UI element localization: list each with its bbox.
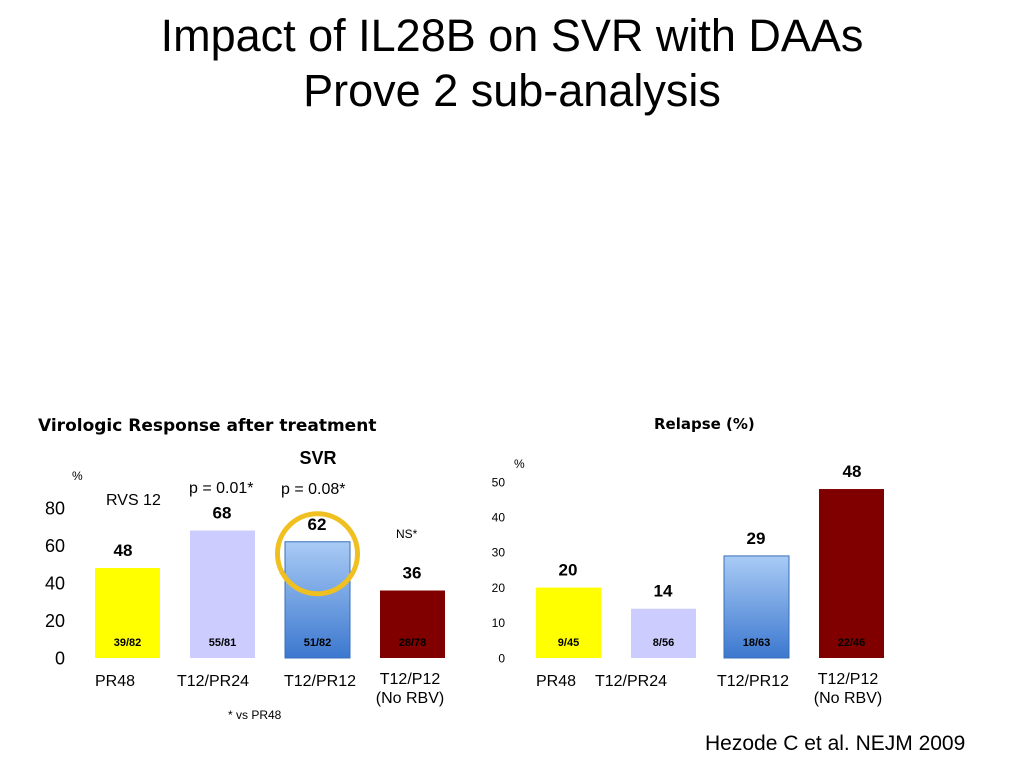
relapse-chart: 0 10 20 30 40 50 20 9/45 PR48 14 8/56 T12/PR24 29 18/… xyxy=(492,462,884,707)
relapse-y-tick-label: 30 xyxy=(492,546,506,560)
svr-category-label: T12/PR24 xyxy=(177,673,249,690)
svr-value-label: 36 xyxy=(403,564,422,583)
svr-value-label: 62 xyxy=(308,515,327,534)
svr-chart: 0 20 40 60 80 48 39/82 PR48 68 55/81 T12/PR24 62 51/… xyxy=(45,498,445,707)
svr-bar xyxy=(284,541,351,659)
relapse-fraction-label: 9/45 xyxy=(558,637,579,649)
relapse-bar xyxy=(536,587,601,658)
relapse-category-label: T12/P12 (No RBV) xyxy=(814,671,882,707)
relapse-value-label: 29 xyxy=(747,529,766,548)
svr-category-label: PR48 xyxy=(95,673,135,690)
svr-y-tick-label: 0 xyxy=(55,648,65,668)
svr-footnote: * vs PR48 xyxy=(228,708,282,722)
svr-fraction-label: 39/82 xyxy=(114,637,142,649)
relapse-y-tick-label: 40 xyxy=(492,511,506,525)
relapse-fraction-label: 8/56 xyxy=(653,637,674,649)
relapse-y-tick-label: 20 xyxy=(492,581,506,595)
svr-bar xyxy=(190,530,255,658)
relapse-bar xyxy=(723,555,790,659)
relapse-fraction-label: 18/63 xyxy=(743,637,771,649)
svr-y-unit: % xyxy=(72,469,83,483)
svr-pvalue-annotation-2: p = 0.08* xyxy=(281,481,346,498)
svr-category-label: T12/P12 (No RBV) xyxy=(376,671,444,707)
svr-y-tick-label: 20 xyxy=(45,611,65,631)
svr-y-tick-label: 40 xyxy=(45,573,65,593)
svr-value-label: 48 xyxy=(114,541,133,560)
svr-highlight-circle xyxy=(275,511,360,597)
svr-inner-label: RVS 12 xyxy=(106,492,161,509)
relapse-fraction-label: 22/46 xyxy=(838,637,866,649)
svr-pvalue-annotation-1: p = 0.01* xyxy=(189,480,254,497)
relapse-y-tick-label: 50 xyxy=(492,475,506,489)
relapse-y-tick-label: 10 xyxy=(492,616,506,630)
relapse-chart-title: Relapse (%) xyxy=(654,415,755,433)
relapse-value-label: 20 xyxy=(559,561,578,580)
relapse-category-label: PR48 xyxy=(536,673,576,690)
citation: Hezode C et al. NEJM 2009 xyxy=(705,732,966,755)
svr-category-label: T12/PR12 xyxy=(284,673,356,690)
relapse-value-label: 14 xyxy=(654,582,673,601)
relapse-y-tick-label: 0 xyxy=(498,651,505,665)
relapse-bar xyxy=(631,608,696,658)
svr-fraction-label: 51/82 xyxy=(304,637,332,649)
relapse-y-unit: % xyxy=(514,457,525,471)
title-line-2: Prove 2 sub-analysis xyxy=(303,65,721,116)
svr-chart-title: Virologic Response after treatment xyxy=(38,416,376,436)
relapse-bar xyxy=(819,489,884,658)
svr-y-tick-label: 60 xyxy=(45,536,65,556)
relapse-category-label: T12/PR12 xyxy=(717,673,789,690)
svr-bar xyxy=(95,568,160,658)
svr-value-label: 68 xyxy=(213,504,232,523)
svr-fraction-label: 28/78 xyxy=(399,637,427,649)
slide-title: Impact of IL28B on SVR with DAAs Prove 2… xyxy=(0,8,1024,118)
relapse-value-label: 48 xyxy=(843,462,862,481)
svr-bar xyxy=(380,590,445,658)
svr-y-tick-label: 80 xyxy=(45,498,65,518)
svr-chart-subtitle: SVR xyxy=(299,448,336,468)
relapse-category-label: T12/PR24 xyxy=(595,673,667,690)
svr-fraction-label: 55/81 xyxy=(209,637,237,649)
svr-ns-annotation: NS* xyxy=(396,527,418,541)
title-line-1: Impact of IL28B on SVR with DAAs xyxy=(160,10,864,61)
